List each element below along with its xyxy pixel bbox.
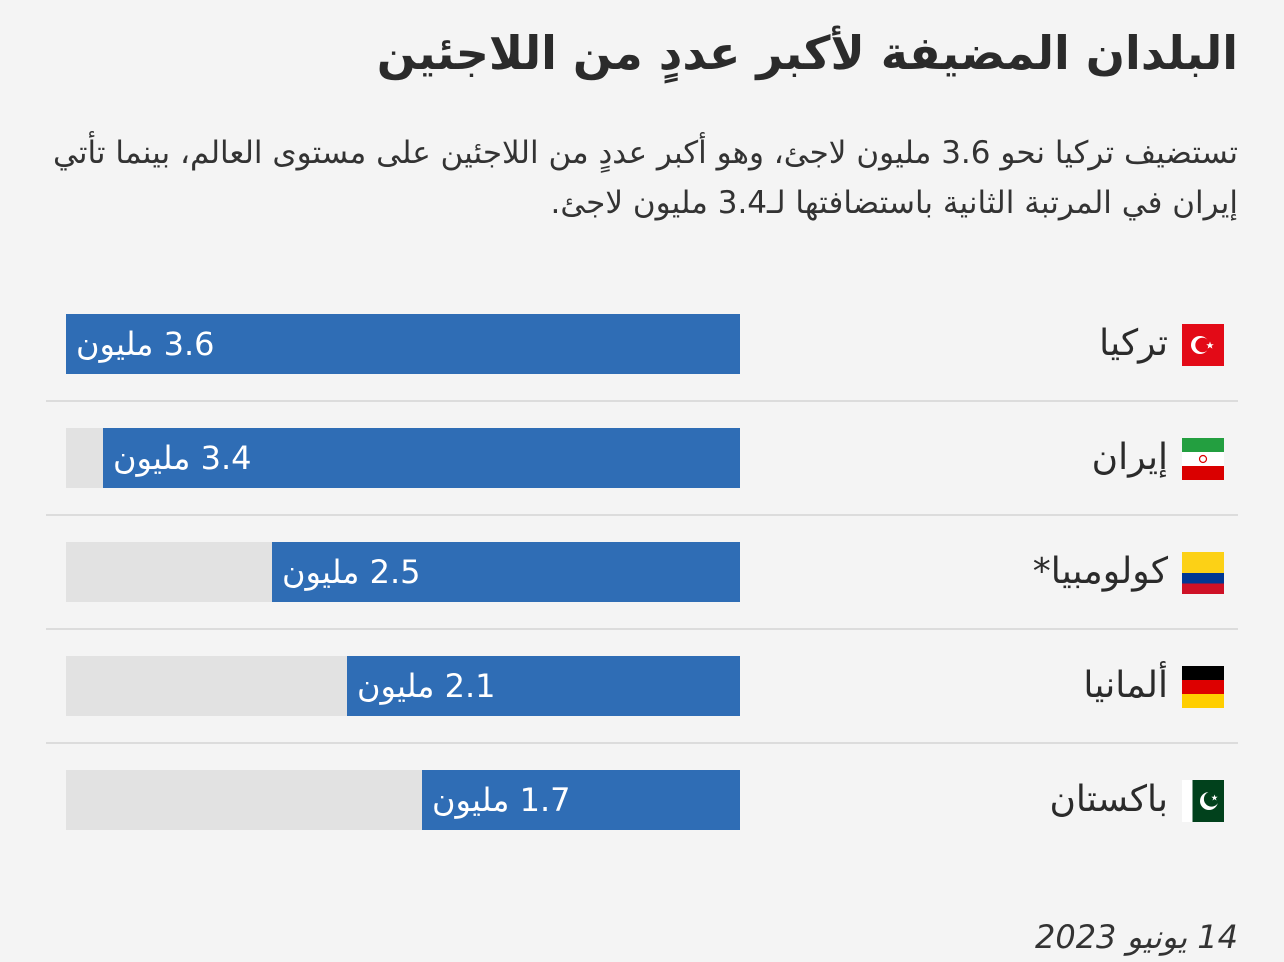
bar-value-label: 2.1 مليون — [357, 667, 496, 705]
bar-iran — [103, 428, 740, 488]
country-label: كولومبيا* — [1032, 551, 1168, 592]
germany-flag-icon — [1182, 666, 1224, 708]
bar-row: تركيا 3.6 مليون — [0, 286, 1284, 400]
country-label: تركيا — [1099, 323, 1168, 364]
pakistan-flag-icon — [1182, 780, 1224, 822]
chart-subtitle: تستضيف تركيا نحو 3.6 مليون لاجئ، وهو أكب… — [53, 135, 1238, 221]
row-divider — [46, 514, 1238, 516]
row-divider — [46, 400, 1238, 402]
bar-value-label: 2.5 مليون — [282, 553, 421, 591]
bar-colombia — [272, 542, 740, 602]
bar-value-label: 3.4 مليون — [113, 439, 252, 477]
bar-value-label: 3.6 مليون — [76, 325, 215, 363]
turkey-flag-icon — [1182, 324, 1224, 366]
bar-row: كولومبيا* 2.5 مليون — [0, 514, 1284, 628]
bar-value-label: 1.7 مليون — [432, 781, 571, 819]
bar-turkey — [66, 314, 740, 374]
bar-germany — [347, 656, 740, 716]
publish-date: 14 يونيو 2023 — [1034, 918, 1238, 956]
bar-row: إيران 3.4 مليون — [0, 400, 1284, 514]
country-label: باكستان — [1049, 779, 1168, 820]
bar-chart: تركيا 3.6 مليون إيران 3.4 مليون كولومبي — [0, 286, 1284, 856]
row-divider — [46, 742, 1238, 744]
iran-flag-icon — [1182, 438, 1224, 480]
colombia-flag-icon — [1182, 552, 1224, 594]
bar-pakistan — [422, 770, 740, 830]
country-label: ألمانيا — [1083, 665, 1168, 706]
row-divider — [46, 628, 1238, 630]
bar-row: باكستان 1.7 مليون — [0, 742, 1284, 856]
chart-title: البلدان المضيفة لأكبر عددٍ من اللاجئين — [376, 26, 1238, 80]
bar-row: ألمانيا 2.1 مليون — [0, 628, 1284, 742]
country-label: إيران — [1091, 437, 1168, 478]
